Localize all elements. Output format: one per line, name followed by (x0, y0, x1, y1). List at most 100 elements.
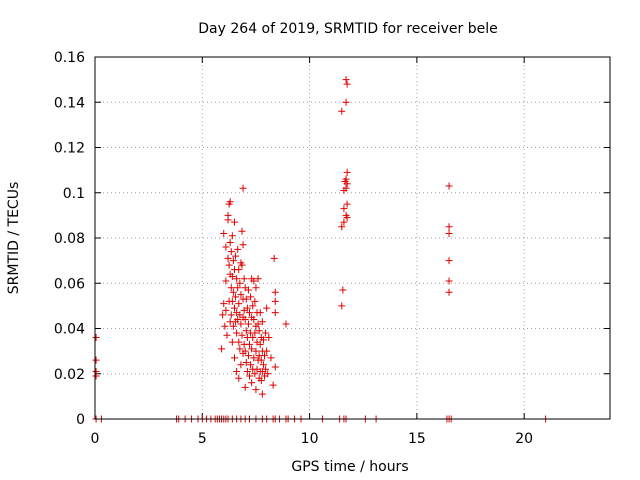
x-axis: 0 5 10 15 20 (91, 57, 533, 447)
data-point (249, 302, 257, 310)
data-point (269, 381, 277, 389)
data-point (270, 254, 278, 262)
y-tick-label: 0 (76, 412, 85, 428)
data-point (229, 322, 237, 330)
data-point (222, 306, 230, 314)
grid-lines (95, 57, 610, 419)
data-point (229, 257, 237, 265)
data-point (233, 275, 241, 283)
y-axis: 0 0.02 0.04 0.06 0.08 0.1 0.12 0.14 0.16 (54, 50, 610, 428)
data-point (239, 184, 247, 192)
x-tick-label: 10 (301, 431, 319, 447)
data-point (251, 329, 259, 337)
data-point (246, 340, 253, 348)
y-tick-label: 0.04 (54, 322, 85, 338)
data-point (255, 327, 263, 335)
data-point (222, 277, 230, 285)
data-point (259, 336, 267, 344)
data-point (230, 354, 238, 362)
data-point (238, 227, 246, 235)
data-point (338, 107, 346, 115)
data-point (249, 334, 257, 342)
data-point (226, 198, 234, 206)
data-points (92, 76, 550, 423)
data-point (92, 356, 100, 364)
data-point (338, 302, 346, 310)
data-point (228, 297, 236, 305)
data-point (342, 184, 350, 192)
data-point (92, 372, 100, 380)
data-point (222, 243, 230, 251)
data-point (339, 286, 347, 294)
data-point (257, 356, 265, 364)
x-tick-label: 5 (198, 431, 207, 447)
data-point (271, 363, 279, 371)
y-tick-label: 0.14 (54, 95, 85, 111)
y-tick-label: 0.16 (54, 50, 85, 66)
data-point (445, 277, 453, 285)
data-point (343, 80, 351, 88)
data-point (227, 284, 235, 292)
data-point (232, 252, 240, 260)
data-point (256, 309, 264, 317)
data-point (262, 329, 270, 337)
data-point (258, 318, 266, 326)
data-point (230, 304, 238, 312)
data-point (340, 205, 348, 213)
data-point (242, 358, 250, 366)
y-tick-label: 0.02 (54, 367, 85, 383)
y-tick-label: 0.08 (54, 231, 85, 247)
data-point (445, 288, 453, 296)
x-tick-label: 20 (515, 431, 533, 447)
data-point (343, 168, 351, 176)
data-point (254, 275, 262, 283)
data-point (92, 334, 100, 342)
data-point (235, 374, 243, 382)
data-point (264, 370, 272, 378)
data-point (338, 223, 346, 231)
data-point (265, 334, 273, 342)
x-axis-label: GPS time / hours (291, 459, 408, 475)
data-point (220, 229, 228, 237)
data-point (252, 284, 260, 292)
data-point (271, 297, 279, 305)
data-point (223, 331, 231, 339)
data-point (262, 365, 270, 373)
data-point (246, 372, 253, 380)
data-point (247, 361, 255, 369)
data-point (238, 331, 246, 339)
plot-frame (94, 56, 611, 420)
data-point (250, 315, 258, 323)
data-point (251, 297, 259, 305)
data-point (263, 347, 271, 355)
data-point (251, 370, 259, 378)
data-point (224, 254, 232, 262)
x-tick-label: 0 (91, 431, 100, 447)
data-point (235, 300, 243, 308)
data-point (267, 354, 275, 362)
data-point (243, 367, 251, 375)
data-point (271, 309, 279, 317)
data-point (246, 309, 253, 317)
data-point (250, 277, 258, 285)
data-point (271, 288, 279, 296)
data-point (237, 361, 245, 369)
data-point (244, 320, 252, 328)
data-point (250, 354, 258, 362)
data-point (343, 200, 351, 208)
data-point (342, 98, 350, 106)
data-point (248, 345, 256, 353)
data-point (244, 352, 252, 360)
data-point (241, 383, 249, 391)
data-point (254, 320, 262, 328)
data-point (221, 322, 229, 330)
chart-title: Day 264 of 2019, SRMTID for receiver bel… (198, 21, 497, 37)
data-point (237, 320, 245, 328)
data-point (236, 345, 244, 353)
data-point (234, 315, 242, 323)
x-tick-label: 15 (408, 431, 426, 447)
data-point (247, 293, 255, 301)
y-tick-label: 0.1 (63, 186, 85, 202)
data-point (234, 245, 242, 253)
data-point (230, 218, 238, 226)
